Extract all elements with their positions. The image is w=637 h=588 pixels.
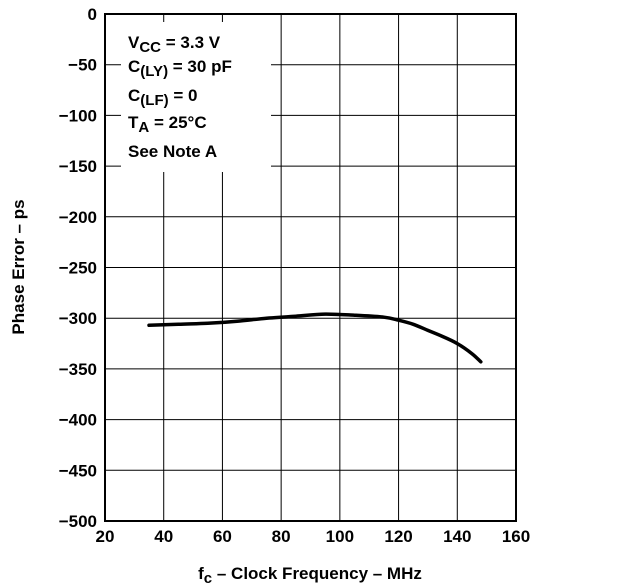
- y-tick-label: −50: [68, 56, 97, 75]
- x-tick-label: 60: [213, 527, 232, 546]
- y-tick-label: −200: [59, 208, 97, 227]
- note-box: [121, 22, 271, 172]
- y-tick-label: −400: [59, 411, 97, 430]
- y-axis-label: Phase Error – ps: [9, 199, 28, 334]
- y-tick-label: −450: [59, 461, 97, 480]
- x-tick-label: 100: [326, 527, 354, 546]
- x-tick-label: 140: [443, 527, 471, 546]
- plot-frame: [104, 13, 517, 522]
- note-vcc: VCC = 3.3 V: [128, 33, 221, 56]
- note-ta: TA = 25°C: [128, 113, 207, 136]
- x-axis-label: fc – Clock Frequency – MHz: [198, 564, 422, 587]
- x-tick-label: 80: [272, 527, 291, 546]
- y-tick-label: −350: [59, 360, 97, 379]
- x-tick-labels: 20 40 60 80 100 120 140 160: [96, 527, 531, 546]
- note-cly: C(LY) = 30 pF: [128, 57, 232, 80]
- y-tick-labels: 0 −50 −100 −150 −200 −250 −300 −350 −400 −450 −500: [59, 5, 97, 531]
- y-tick-label: 0: [88, 5, 97, 24]
- note-clf: C(LF) = 0: [128, 86, 197, 109]
- x-tick-label: 120: [384, 527, 412, 546]
- y-tick-label: −100: [59, 106, 97, 125]
- y-tick-label: −150: [59, 157, 97, 176]
- y-tick-label: −500: [59, 512, 97, 531]
- x-tick-label: 40: [154, 527, 173, 546]
- note-see-note: See Note A: [128, 142, 217, 161]
- y-tick-label: −250: [59, 259, 97, 278]
- x-tick-label: 160: [502, 527, 530, 546]
- phase-error-series-line: [147, 312, 483, 364]
- grid-lines: [105, 14, 516, 521]
- x-tick-label: 20: [96, 527, 115, 546]
- y-tick-label: −300: [59, 309, 97, 328]
